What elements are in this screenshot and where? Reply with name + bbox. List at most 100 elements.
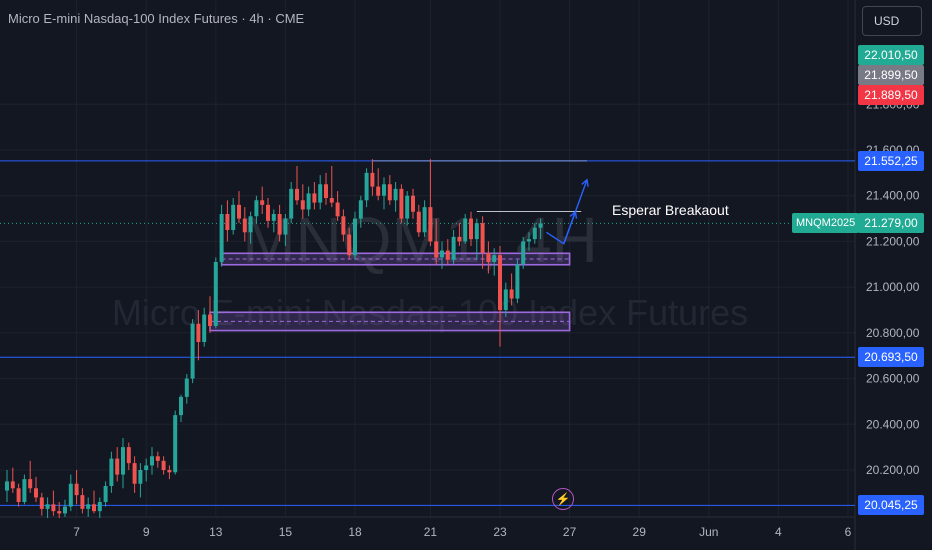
chart-title: Micro E-mini Nasdaq-100 Index Futures · … <box>8 11 305 26</box>
candle-body <box>335 202 340 217</box>
candle-body <box>39 497 44 509</box>
candle-body <box>300 200 305 210</box>
price-axis-label: 21.889,50 <box>858 85 924 105</box>
candle-body <box>45 504 50 509</box>
candle-body <box>132 463 137 484</box>
symbol-label: MNQM2025 <box>792 213 860 233</box>
candle-body <box>260 200 265 205</box>
price-tick-label: 21.200,00 <box>866 234 920 248</box>
candle-body <box>411 195 415 212</box>
candle-body <box>480 223 485 253</box>
candle-body <box>509 289 514 299</box>
candle-body <box>440 250 444 258</box>
candle-body <box>532 227 537 240</box>
candle-body <box>393 188 398 201</box>
time-tick-label: 7 <box>73 525 80 539</box>
candle-body <box>10 481 15 489</box>
annotation-text[interactable]: Esperar Breakaout <box>612 202 729 218</box>
candle-body <box>353 218 357 256</box>
time-tick-label: 4 <box>775 525 782 539</box>
price-axis-label: 22.010,50 <box>858 45 924 65</box>
projection-arrow <box>563 179 588 244</box>
candle-body <box>138 470 143 484</box>
price-axis-label: 20.045,25 <box>858 495 924 516</box>
candle-body <box>283 218 288 235</box>
candle-body <box>5 481 9 491</box>
candle-body <box>57 511 62 514</box>
candle-body <box>457 236 462 242</box>
candle-body <box>51 504 56 512</box>
candle-body <box>486 252 491 262</box>
candle-body <box>242 218 247 233</box>
candle-body <box>266 204 270 221</box>
candle-body <box>503 289 508 310</box>
price-tick-label: 20.600,00 <box>866 372 920 386</box>
candle-body <box>492 255 497 262</box>
candle-body <box>231 204 236 230</box>
candle-body <box>126 447 131 464</box>
candle-body <box>86 504 91 509</box>
candle-body <box>364 172 369 201</box>
candle-body <box>109 458 114 486</box>
candle-body <box>184 378 189 397</box>
candle-body <box>63 506 67 514</box>
time-tick-label: 29 <box>633 525 647 539</box>
support-zone <box>209 311 571 332</box>
lightning-icon[interactable]: ⚡ <box>552 488 574 510</box>
candle-body <box>463 218 468 242</box>
candle-body <box>382 184 386 196</box>
candle-body <box>179 396 183 416</box>
time-tick-label: 21 <box>424 525 438 539</box>
candle-body <box>474 223 479 240</box>
arrow-head <box>581 178 589 187</box>
candle-body <box>173 415 178 473</box>
candle-body <box>451 236 456 260</box>
candle-body <box>115 458 120 475</box>
candle-body <box>312 193 317 203</box>
price-axis-label: 21.899,50 <box>858 65 924 85</box>
price-tick-label: 21.000,00 <box>866 280 920 294</box>
candle-body <box>498 255 502 310</box>
price-axis-label: 21.552,25 <box>858 150 924 171</box>
candle-body <box>422 207 427 233</box>
candle-body <box>28 479 33 489</box>
candle-body <box>144 465 149 470</box>
candle-body <box>155 456 160 461</box>
candle-body <box>405 195 410 219</box>
time-tick-label: 18 <box>348 525 362 539</box>
candle-body <box>150 456 154 466</box>
candle-body <box>521 241 526 265</box>
candle-body <box>324 184 328 198</box>
candle-body <box>97 502 102 512</box>
candle-body <box>399 188 404 219</box>
candle-body <box>271 214 276 221</box>
time-tick-label: 15 <box>279 525 293 539</box>
candle-body <box>22 479 27 502</box>
price-axis-label: 20.693,50 <box>858 347 924 368</box>
candle-body <box>370 172 375 187</box>
price-tick-label: 20.800,00 <box>866 326 920 340</box>
candle-body <box>341 216 346 235</box>
candle-body <box>347 234 352 256</box>
candle-body <box>469 218 473 240</box>
time-tick-label: 6 <box>845 525 852 539</box>
candle-body <box>277 214 282 235</box>
candle-body <box>434 241 439 258</box>
candle-body <box>213 262 218 326</box>
candle-body <box>196 323 201 342</box>
time-tick-label: 23 <box>493 525 507 539</box>
price-tick-label: 20.200,00 <box>866 463 920 477</box>
candle-body <box>34 488 38 498</box>
candle-body <box>202 314 207 342</box>
currency-selector[interactable]: USD <box>862 6 922 36</box>
price-tick-label: 21.400,00 <box>866 189 920 203</box>
candle-body <box>190 323 195 379</box>
candle-body <box>248 216 253 233</box>
candle-body <box>538 223 543 228</box>
candle-body <box>103 486 108 502</box>
candle-body <box>527 239 531 242</box>
candle-body <box>254 200 259 217</box>
candle-body <box>428 207 433 242</box>
